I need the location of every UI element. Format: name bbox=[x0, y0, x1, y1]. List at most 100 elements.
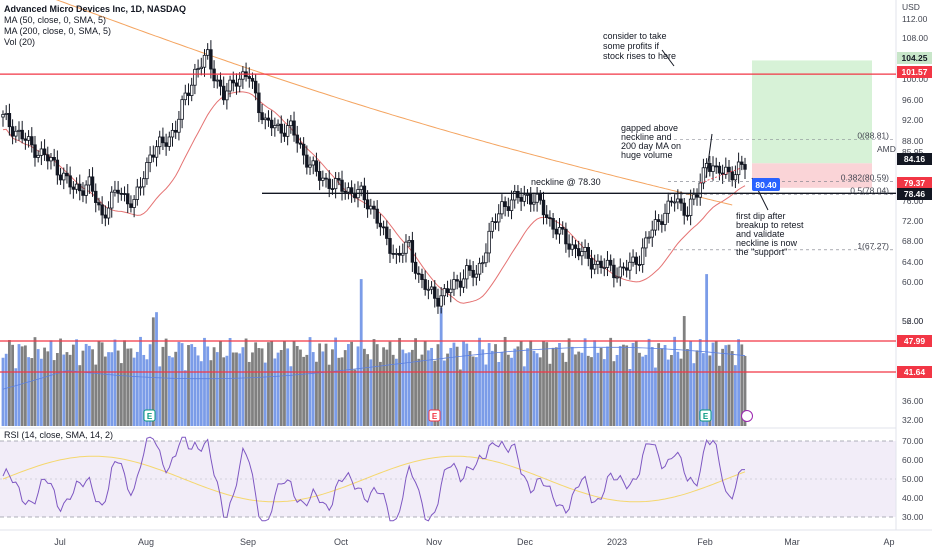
candle-body bbox=[4, 113, 8, 115]
volume-bar bbox=[196, 355, 200, 426]
volume-bar bbox=[199, 361, 203, 426]
candle-body bbox=[426, 288, 431, 291]
candle-body bbox=[637, 264, 642, 266]
volume-bar bbox=[490, 350, 494, 426]
volume-bar bbox=[433, 360, 437, 426]
volume-bar bbox=[142, 354, 146, 426]
volume-bar bbox=[682, 316, 686, 426]
candle-body bbox=[365, 199, 370, 210]
price-tick: 112.00 bbox=[902, 14, 928, 24]
volume-bar bbox=[113, 339, 117, 426]
candle-body bbox=[122, 193, 127, 195]
volume-bar bbox=[347, 344, 350, 426]
candle-body bbox=[465, 265, 469, 280]
volume-bar bbox=[155, 312, 158, 426]
candle-body bbox=[525, 193, 530, 196]
volume-bar bbox=[628, 369, 632, 426]
volume-bar bbox=[666, 359, 670, 426]
ma200-line bbox=[55, 0, 733, 206]
volume-bar bbox=[302, 356, 306, 426]
candle-body bbox=[1, 114, 5, 118]
rsi-tick: 30.00 bbox=[902, 512, 924, 522]
volume-bar bbox=[625, 345, 629, 426]
candle-body bbox=[724, 166, 728, 175]
candle-body bbox=[78, 183, 82, 192]
candle-body bbox=[449, 288, 453, 294]
volume-bar bbox=[49, 340, 53, 426]
candle-body bbox=[663, 212, 667, 225]
pointer-line bbox=[699, 167, 742, 184]
candle-body bbox=[241, 71, 245, 80]
volume-bar bbox=[68, 354, 72, 426]
volume-bar bbox=[87, 345, 91, 426]
volume-bar bbox=[228, 338, 232, 426]
candle-body bbox=[295, 134, 299, 144]
volume-bar bbox=[62, 354, 66, 426]
candle-body bbox=[330, 188, 335, 190]
volume-bar bbox=[97, 340, 101, 426]
candle-body bbox=[567, 243, 571, 250]
volume-bar bbox=[494, 344, 497, 426]
candle-body bbox=[183, 92, 188, 101]
candle-body bbox=[554, 228, 559, 235]
candle-body bbox=[576, 248, 581, 257]
candle-body bbox=[116, 189, 120, 194]
candle-body bbox=[237, 78, 242, 87]
volume-bar bbox=[289, 366, 293, 426]
candle-body bbox=[231, 79, 235, 84]
volume-bar bbox=[452, 342, 456, 426]
volume-bar bbox=[4, 353, 8, 426]
volume-bar bbox=[622, 344, 625, 426]
volume-bar bbox=[657, 343, 661, 426]
volume-bar bbox=[183, 370, 187, 426]
candle-body bbox=[615, 276, 619, 279]
volume-bar bbox=[11, 344, 14, 426]
candle-body bbox=[656, 219, 661, 222]
volume-bar bbox=[711, 342, 715, 426]
volume-bar bbox=[1, 357, 5, 426]
candle-body bbox=[445, 288, 450, 294]
cursor-badge-bg bbox=[752, 178, 780, 191]
candle-body bbox=[20, 129, 24, 140]
candle-body bbox=[138, 186, 143, 189]
candle-body bbox=[529, 193, 533, 205]
vol-high-badge: 47.99 bbox=[904, 336, 926, 346]
annotation-dip: breakup to retest bbox=[736, 220, 804, 230]
volume-bar bbox=[554, 347, 558, 426]
volume-bar bbox=[193, 346, 197, 426]
candle-body bbox=[618, 266, 622, 278]
volume-bar bbox=[529, 340, 533, 426]
candle-body bbox=[682, 202, 686, 216]
candle-body bbox=[311, 160, 315, 166]
volume-bar bbox=[676, 351, 680, 426]
price-tick: 92.00 bbox=[902, 115, 924, 125]
candle-body bbox=[497, 213, 501, 223]
volume-bar bbox=[698, 339, 702, 426]
volume-bar bbox=[526, 348, 529, 426]
candle-body bbox=[100, 204, 104, 216]
volume-bar bbox=[468, 351, 472, 426]
volume-bar bbox=[487, 343, 491, 426]
volume-bar bbox=[602, 359, 606, 426]
volume-bar bbox=[369, 359, 373, 426]
price-tick: 72.00 bbox=[902, 216, 924, 226]
volume-bar bbox=[618, 346, 622, 426]
volume-bar bbox=[471, 356, 475, 426]
candle-body bbox=[215, 79, 219, 82]
volume-bar bbox=[442, 360, 446, 426]
candle-body bbox=[87, 176, 92, 186]
volume-bar bbox=[81, 350, 85, 426]
candle-body bbox=[282, 132, 287, 137]
annotation-gap: neckline and bbox=[621, 132, 672, 142]
candle-body bbox=[26, 136, 31, 141]
cursor-badge: 80.40 bbox=[755, 180, 777, 190]
candle-body bbox=[321, 177, 325, 181]
candle-body bbox=[142, 178, 146, 188]
candle-body bbox=[679, 198, 683, 204]
current-badge: 84.16 bbox=[904, 154, 926, 164]
volume-bar bbox=[474, 357, 478, 426]
candle-body bbox=[743, 164, 747, 170]
candle-body bbox=[401, 252, 405, 256]
volume-bar bbox=[103, 356, 107, 426]
